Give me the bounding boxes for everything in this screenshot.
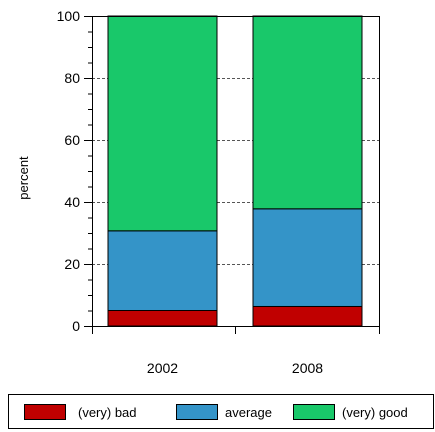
legend: (very) bad average (very) good (8, 394, 434, 429)
x-tick-labels: 2002 2008 (147, 360, 323, 376)
bar-segment (252, 208, 363, 307)
x-category-label: 2002 (147, 360, 178, 376)
y-tick-label: 60 (64, 132, 80, 148)
bar-segment (107, 15, 218, 232)
bar-segment (252, 15, 363, 210)
legend-label: average (225, 405, 272, 420)
bar-segment (252, 305, 363, 327)
y-tick-label: 20 (64, 256, 80, 272)
axes (84, 16, 380, 334)
y-tick-label: 100 (57, 8, 81, 24)
bar-segment (107, 230, 218, 311)
bar-segment (107, 310, 218, 327)
y-tick-label: 40 (64, 194, 80, 210)
legend-label: (very) bad (78, 405, 137, 420)
legend-label: (very) good (342, 405, 408, 420)
legend-box (8, 394, 434, 429)
y-tick-labels: 0 20 40 60 80 100 (57, 8, 81, 334)
y-tick-label: 80 (64, 70, 80, 86)
legend-swatch (24, 404, 66, 420)
legend-swatch (293, 404, 335, 420)
y-axis-title: percent (16, 156, 31, 200)
bars (107, 15, 363, 327)
y-tick-label: 0 (72, 318, 80, 334)
x-category-label: 2008 (292, 360, 323, 376)
legend-swatch (176, 404, 218, 420)
